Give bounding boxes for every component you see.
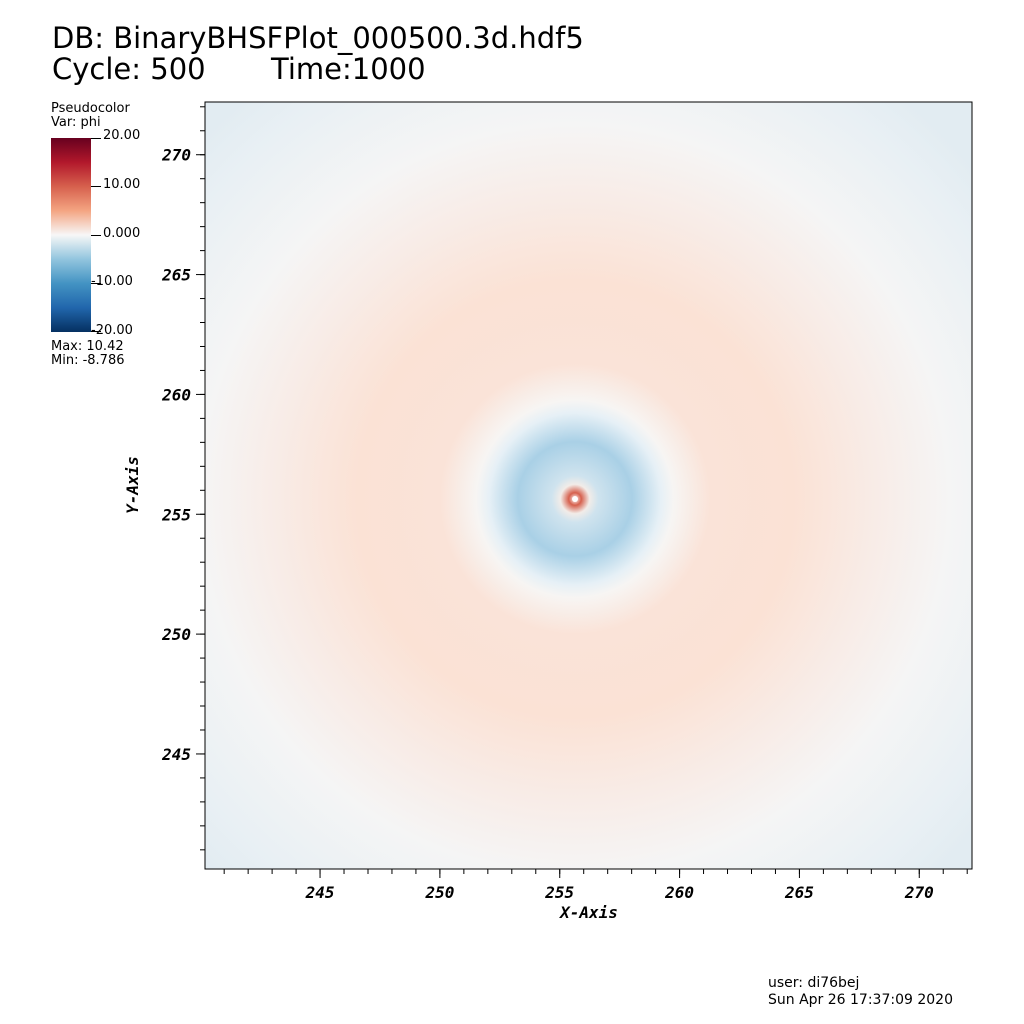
y-tick-label: 265	[161, 266, 191, 285]
x-tick-label: 270	[904, 883, 934, 902]
legend-tick	[91, 331, 101, 332]
legend-tick-label: -10.00	[91, 274, 133, 289]
x-tick-label: 260	[664, 883, 694, 902]
legend-tick-label: -20.00	[91, 323, 133, 338]
legend-tick-label: 0.000	[103, 226, 141, 241]
legend-max: Max: 10.42	[51, 339, 124, 354]
x-tick-label: 245	[305, 883, 335, 902]
y-axis-label: Y-Axis	[123, 456, 142, 514]
y-tick-label: 250	[161, 625, 191, 644]
y-tick-label: 245	[161, 745, 191, 764]
legend-tick	[91, 138, 101, 139]
legend-title: Pseudocolor	[51, 101, 130, 116]
center-point	[572, 496, 578, 502]
database-title: DB: BinaryBHSFPlot_000500.3d.hdf5	[52, 21, 584, 55]
legend-tick-label: 10.00	[103, 177, 141, 192]
legend-tick-label: 20.00	[103, 128, 141, 143]
x-axis-ticks: 245 250 255 260 265 270	[305, 869, 934, 902]
cycle-time-line: Cycle: 500 Time:1000	[52, 52, 426, 86]
color-legend-bar	[51, 138, 91, 332]
plot-frame	[204, 101, 973, 870]
phi-field	[205, 102, 972, 869]
y-tick-label: 270	[161, 146, 191, 165]
x-tick-label: 255	[544, 883, 574, 902]
timestamp: Sun Apr 26 17:37:09 2020	[768, 992, 953, 1008]
time-label: Time:1000	[271, 52, 426, 86]
legend-tick	[91, 235, 101, 236]
user-info: user: di76bej	[768, 975, 860, 991]
legend-tick	[91, 186, 101, 187]
cycle-label: Cycle: 500	[52, 52, 206, 86]
legend-min: Min: -8.786	[51, 353, 125, 368]
legend-variable: Var: phi	[51, 115, 101, 130]
x-tick-label: 265	[784, 883, 814, 902]
y-axis-ticks: 245 250 255 260 265 270	[161, 146, 205, 764]
x-axis-label: X-Axis	[558, 903, 618, 922]
x-tick-label: 250	[424, 883, 454, 902]
y-tick-label: 260	[161, 385, 191, 404]
legend-tick	[91, 283, 101, 284]
y-tick-label: 255	[161, 505, 191, 524]
